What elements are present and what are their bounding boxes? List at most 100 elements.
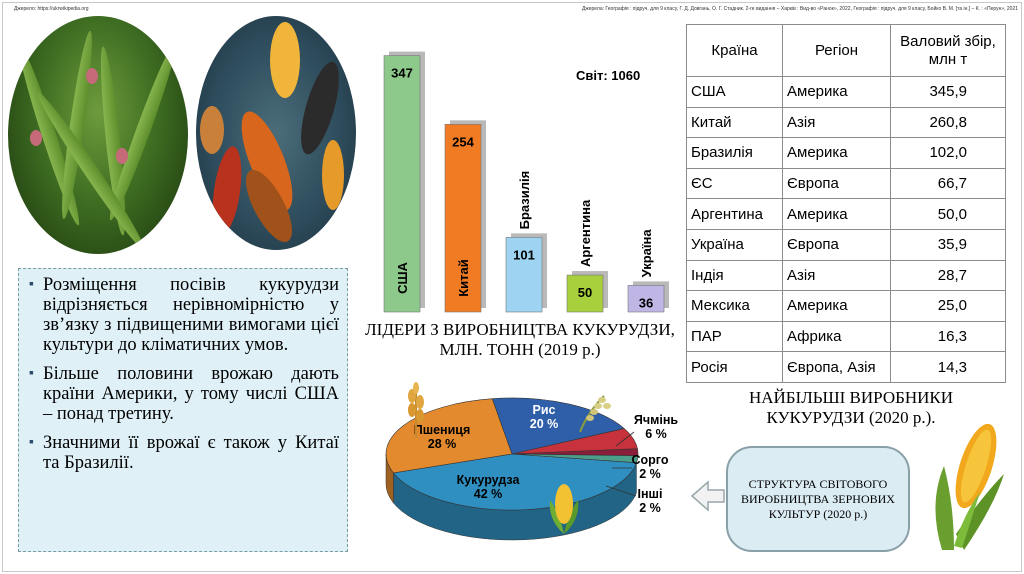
table-cell-region: Європа xyxy=(782,167,891,200)
table-cell-region: Америка xyxy=(782,137,891,169)
table-cell-country: Індія xyxy=(686,259,783,292)
table-row: Аргентина Америка 50,0 xyxy=(686,198,1006,230)
pie-slice-value: 2 % xyxy=(639,467,661,481)
table-cell-region: Європа xyxy=(782,228,891,261)
table-cell-harvest: 50,0 xyxy=(890,198,1006,230)
table-cell-country: Китай xyxy=(686,106,783,139)
corn-icon xyxy=(935,423,1004,550)
pie-slice-value: 6 % xyxy=(645,427,667,441)
table-title: НАЙБІЛЬШІ ВИРОБНИКИ КУКУРУДЗИ (2020 р.). xyxy=(748,388,954,427)
corn-field-photo xyxy=(8,16,188,254)
pie-leader-line xyxy=(615,431,635,447)
bar-category-label: Бразилія xyxy=(517,171,532,230)
bar-value-label: 36 xyxy=(639,295,653,310)
arrow-left-icon xyxy=(690,480,725,512)
pie-slice-value: 20 % xyxy=(530,417,559,431)
bar-value-label: 101 xyxy=(513,247,535,262)
table-cell-country: Україна xyxy=(686,228,783,261)
table-cell-region: Європа, Азія xyxy=(782,351,891,383)
table-cell-region: Африка xyxy=(782,320,891,353)
pie-slice-value: 42 % xyxy=(474,487,503,501)
bullet-text: Більше половини врожаю дають країни Амер… xyxy=(43,364,339,424)
table-cell-harvest: 102,0 xyxy=(890,137,1006,169)
pie-slice-label: Кукурудза xyxy=(457,473,521,487)
bullet-item: ▪ Значними її врожаї є також у Китаї та … xyxy=(29,433,339,473)
bar-chart-title: ЛІДЕРИ З ВИРОБНИЦТВА КУКУРУДЗИ, МЛН. ТОН… xyxy=(365,320,675,359)
table-row: Індія Азія 28,7 xyxy=(686,259,1006,292)
pie-slice-label: Ячмінь xyxy=(634,413,679,427)
table-cell-region: Америка xyxy=(782,198,891,230)
source-left: Джерело: https://ukrwikipedia.org xyxy=(14,6,89,12)
rice-icon xyxy=(579,395,611,433)
pie-slice xyxy=(392,453,637,511)
bar-category-label: Аргентина xyxy=(578,199,593,267)
table-row: Китай Азія 260,8 xyxy=(686,106,1006,139)
bullet-text: Значними її врожаї є також у Китаї та Бр… xyxy=(43,433,339,473)
table-header-harvest: Валовий збір, млн т xyxy=(890,24,1006,77)
table-row: США Америка 345,9 xyxy=(686,76,1006,108)
table-row: Україна Європа 35,9 xyxy=(686,228,1006,261)
table-row: Росія Європа, Азія 14,3 xyxy=(686,351,1006,383)
table-cell-country: ПАР xyxy=(686,320,783,353)
table-row: ЄС Європа 66,7 xyxy=(686,167,1006,200)
corn-cobs-photo xyxy=(196,16,356,250)
table-cell-region: Азія xyxy=(782,259,891,292)
info-text-box: ▪ Розміщення посівів кукурудзи відрізняє… xyxy=(18,268,348,552)
table-row: Мексика Америка 25,0 xyxy=(686,290,1006,322)
table-cell-harvest: 14,3 xyxy=(890,351,1006,383)
pie-slice-value: 2 % xyxy=(639,501,661,515)
table-header-region: Регіон xyxy=(782,24,891,77)
bar xyxy=(444,124,482,313)
bar-category-label: Україна xyxy=(639,229,654,278)
bullet-icon: ▪ xyxy=(29,435,34,450)
table-cell-harvest: 260,8 xyxy=(890,106,1006,139)
bar-category-label: Китай xyxy=(456,259,471,297)
bullet-icon: ▪ xyxy=(29,277,34,292)
table-header-country: Країна xyxy=(686,24,783,77)
table-cell-country: Аргентина xyxy=(686,198,783,230)
bar-value-label: 50 xyxy=(578,285,592,300)
bar xyxy=(383,55,421,313)
pie-slice-label: Інші xyxy=(638,487,663,501)
bullet-text: Розміщення посівів кукурудзи відрізняєть… xyxy=(43,275,339,355)
pie-slice-label: Пшениця xyxy=(414,423,471,437)
pie-leader-line xyxy=(605,485,637,497)
corn-icon xyxy=(549,484,579,534)
bar-annotation: Світ: 1060 xyxy=(576,68,640,83)
bar-value-label: 254 xyxy=(452,134,474,149)
table-cell-region: Америка xyxy=(782,290,891,322)
bullet-icon: ▪ xyxy=(29,366,34,381)
table-cell-harvest: 28,7 xyxy=(890,259,1006,292)
bullet-item: ▪ Більше половини врожаю дають країни Ам… xyxy=(29,364,339,424)
bar xyxy=(566,274,604,313)
source-right: Джерела: Географія : підруч. для 9 класу… xyxy=(582,6,1019,12)
table-cell-harvest: 345,9 xyxy=(890,76,1006,108)
pie-slice-label: Сорго xyxy=(632,453,669,467)
wheat-icon xyxy=(408,382,424,438)
pie-slice-value: 28 % xyxy=(428,437,457,451)
pie-slice-label: Рис xyxy=(533,403,556,417)
table-cell-region: Америка xyxy=(782,76,891,108)
table-cell-region: Азія xyxy=(782,106,891,139)
bar xyxy=(627,285,665,313)
table-cell-country: Бразилія xyxy=(686,137,783,169)
bar-chart: 347 США 254 Китай 101 Бразилія 50 Аргентина 36 Ук… xyxy=(383,51,669,313)
table-cell-country: Росія xyxy=(686,351,783,383)
table-cell-harvest: 35,9 xyxy=(890,228,1006,261)
producers-table: Країна Регіон Валовий збір, млн т США Аме… xyxy=(686,24,1006,383)
table-cell-harvest: 25,0 xyxy=(890,290,1006,322)
table-header-row: Країна Регіон Валовий збір, млн т xyxy=(686,24,1006,77)
table-cell-country: США xyxy=(686,76,783,108)
table-cell-harvest: 16,3 xyxy=(890,320,1006,353)
table-cell-harvest: 66,7 xyxy=(890,167,1006,200)
structure-callout: СТРУКТУРА СВІТОВОГО ВИРОБНИЦТВА ЗЕРНОВИХ… xyxy=(726,446,910,552)
table-cell-country: Мексика xyxy=(686,290,783,322)
bar-category-label: США xyxy=(395,261,410,293)
table-row: Бразилія Америка 102,0 xyxy=(686,137,1006,169)
bar xyxy=(505,237,543,313)
pie-slice xyxy=(511,453,639,464)
bullet-item: ▪ Розміщення посівів кукурудзи відрізняє… xyxy=(29,275,339,355)
table-cell-country: ЄС xyxy=(686,167,783,200)
